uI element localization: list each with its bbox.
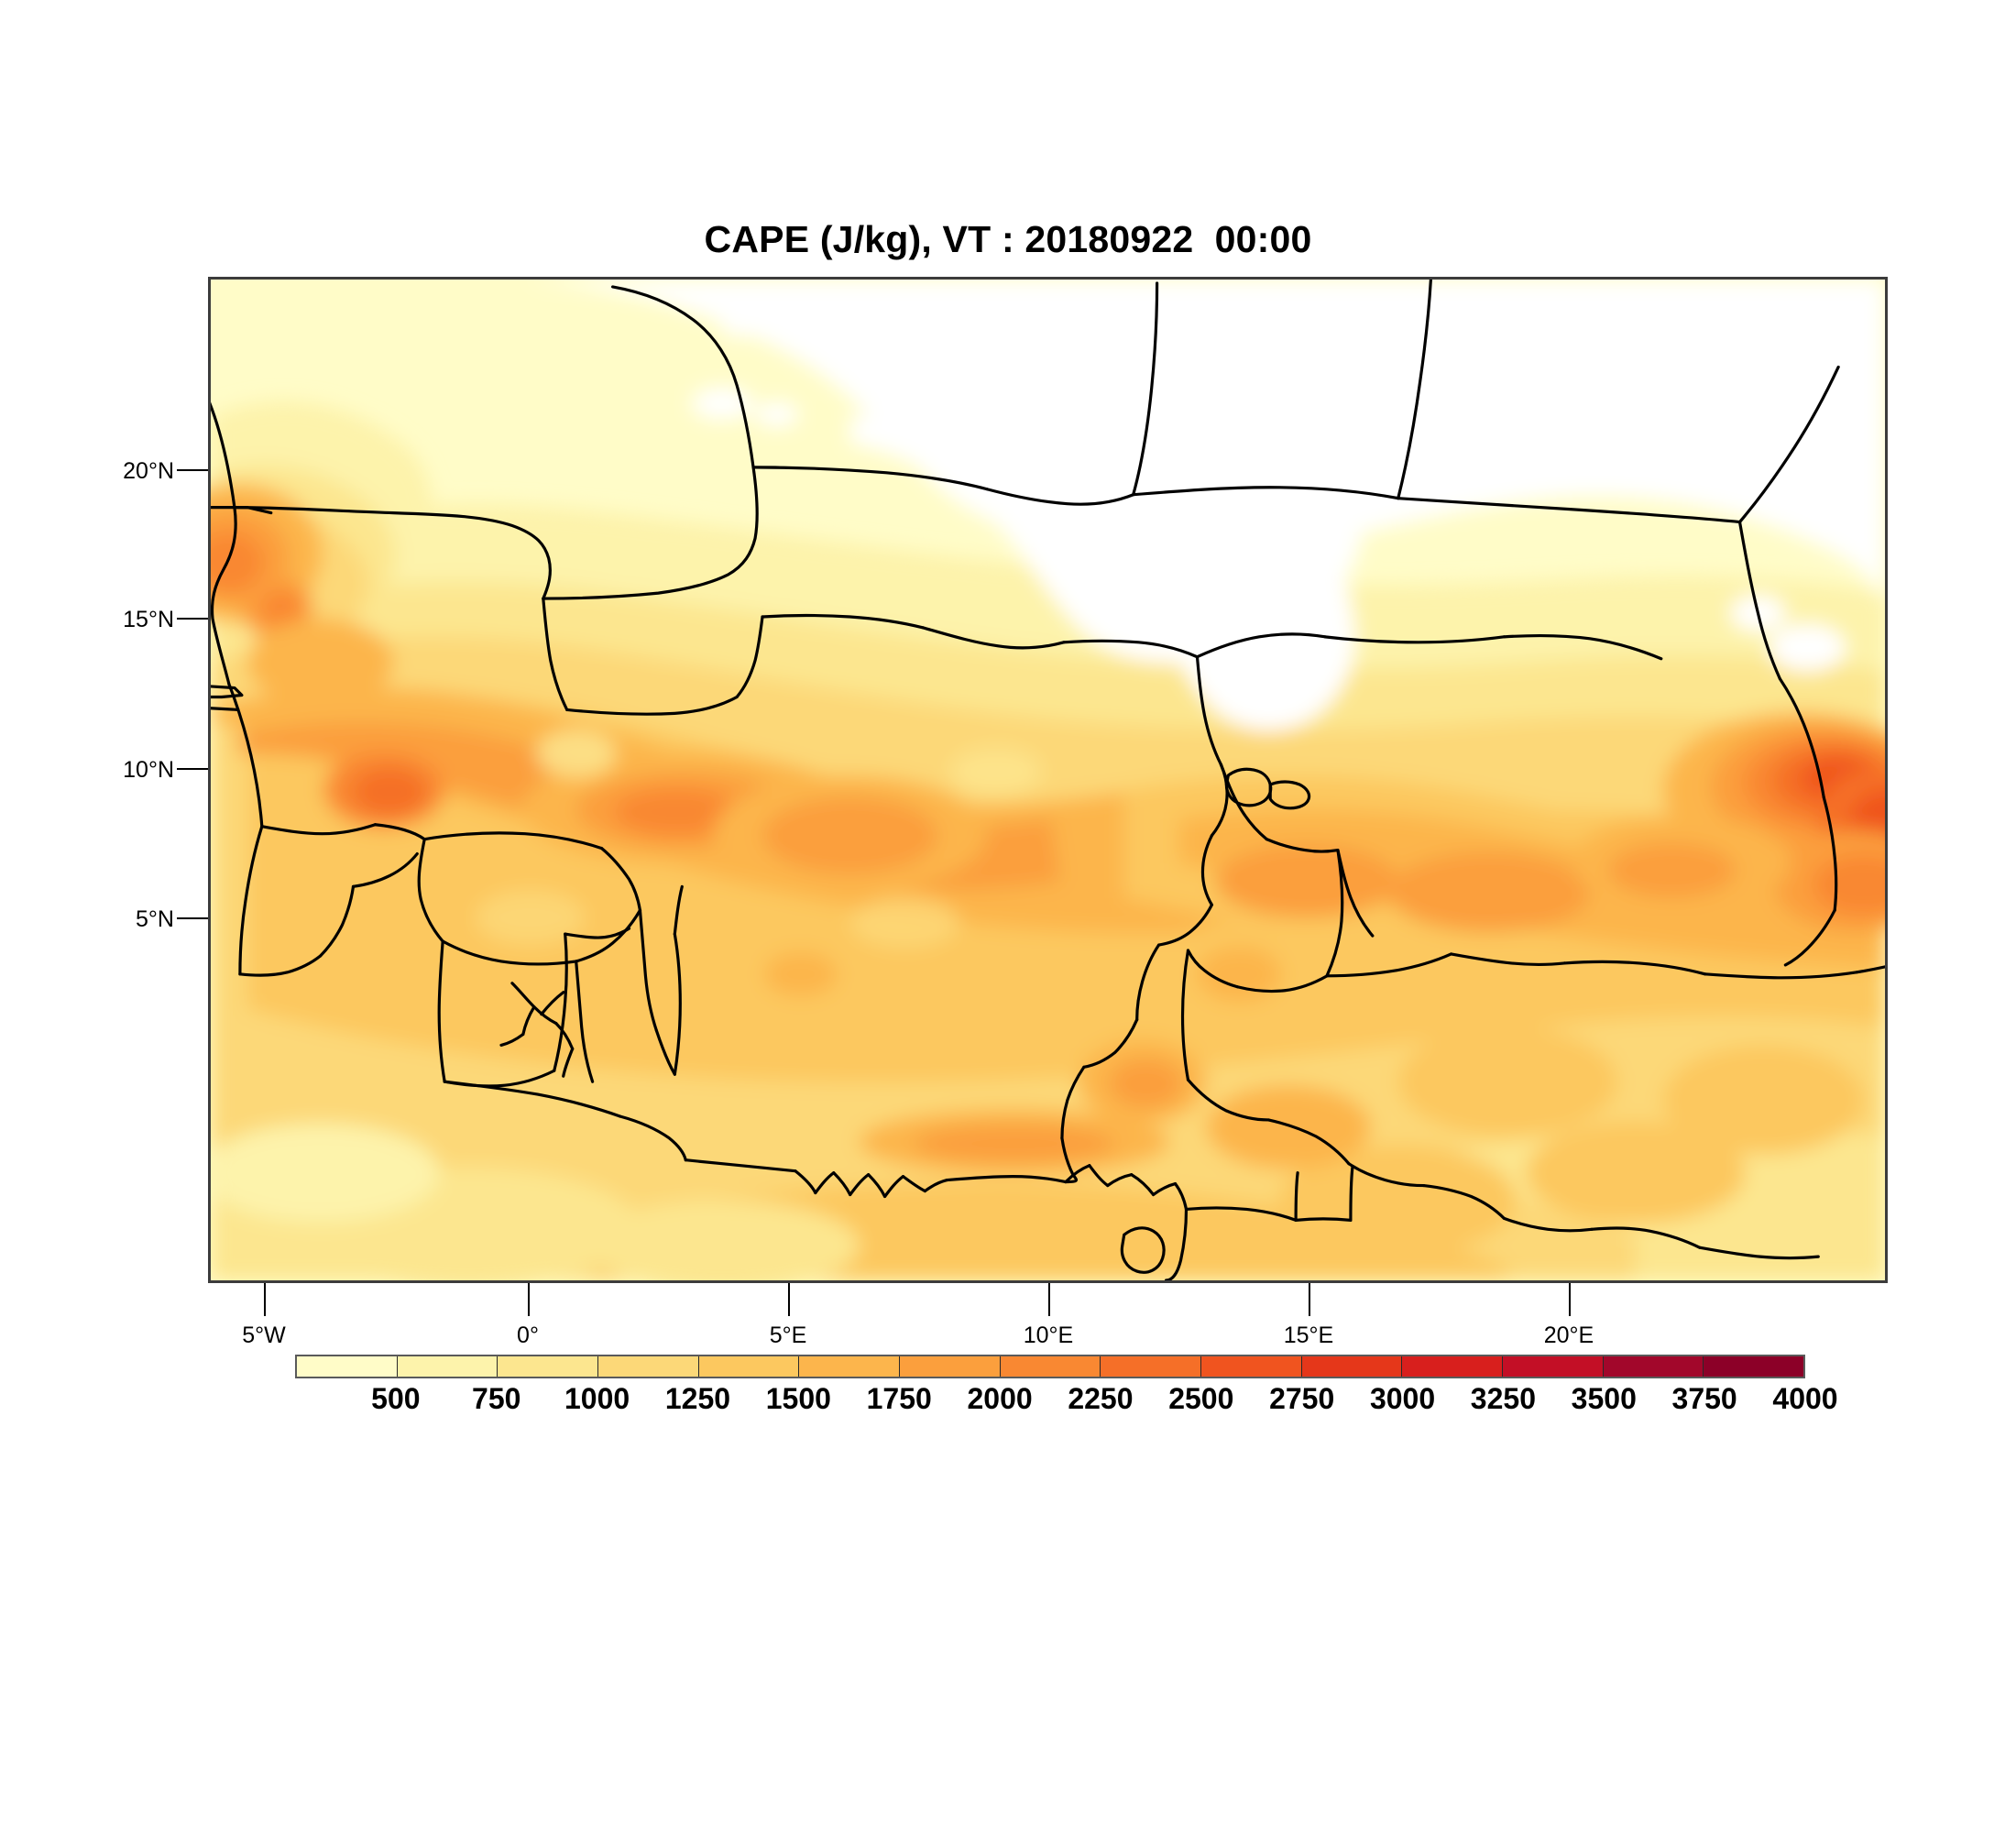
colorbar-swatch (1201, 1356, 1302, 1377)
colorbar[interactable] (295, 1355, 1805, 1378)
colorbar-tick-label: 1500 (765, 1382, 831, 1415)
cape-shading-layer (211, 280, 1885, 1280)
ytick-mark-10n (177, 768, 208, 770)
colorbar-tick-label: 1750 (866, 1382, 932, 1415)
colorbar-tick-label: 2500 (1168, 1382, 1234, 1415)
xtick-label-20e: 20°E (1543, 1323, 1594, 1348)
colorbar-tick-label: 3750 (1671, 1382, 1737, 1415)
colorbar-swatch (1101, 1356, 1202, 1377)
colorbar-swatch (598, 1356, 699, 1377)
colorbar-tick-label: 1000 (564, 1382, 630, 1415)
xtick-mark-5e (788, 1283, 790, 1316)
xtick-mark-15e (1309, 1283, 1310, 1316)
colorbar-swatch (698, 1356, 800, 1377)
xtick-label-0: 0° (517, 1323, 539, 1348)
colorbar-tick-label: 3250 (1470, 1382, 1536, 1415)
colorbar-swatch (1000, 1356, 1101, 1377)
colorbar-swatch (1301, 1356, 1403, 1377)
ytick-label-20n: 20°N (123, 458, 174, 484)
map-plot-area[interactable] (208, 277, 1888, 1283)
colorbar-tick-label: 2250 (1068, 1382, 1134, 1415)
ytick-label-5n: 5°N (136, 906, 174, 932)
colorbar-tick-label: 3500 (1571, 1382, 1637, 1415)
colorbar-tick-label: 2750 (1269, 1382, 1335, 1415)
cape-field-svg (211, 280, 1885, 1280)
ytick-label-15n: 15°N (123, 607, 174, 632)
colorbar-tick-label: 1250 (664, 1382, 731, 1415)
colorbar-swatch (1704, 1356, 1804, 1377)
xtick-label-5w: 5°W (242, 1323, 286, 1348)
coastline-border-layer (211, 280, 1885, 1280)
colorbar-swatch (498, 1356, 599, 1377)
xtick-mark-0 (528, 1283, 530, 1316)
colorbar-tick-label: 3000 (1369, 1382, 1436, 1415)
colorbar-swatch (1402, 1356, 1504, 1377)
ytick-mark-20n (177, 469, 208, 471)
xtick-label-15e: 15°E (1283, 1323, 1334, 1348)
colorbar-swatch (1603, 1356, 1704, 1377)
colorbar-tick-label: 500 (371, 1382, 421, 1415)
xtick-mark-10e (1048, 1283, 1050, 1316)
ytick-mark-15n (177, 618, 208, 620)
ytick-mark-5n (177, 917, 208, 919)
colorbar-tick-label: 4000 (1772, 1382, 1838, 1415)
colorbar-swatch (799, 1356, 901, 1377)
page-title: CAPE (J/kg), VT : 20180922 00:00 (704, 218, 1312, 260)
colorbar-swatch (1503, 1356, 1604, 1377)
colorbar-swatch (397, 1356, 499, 1377)
colorbar-tick-label: 750 (472, 1382, 521, 1415)
ytick-label-10n: 10°N (123, 757, 174, 783)
xtick-label-10e: 10°E (1023, 1323, 1074, 1348)
xtick-mark-20e (1569, 1283, 1571, 1316)
colorbar-tick-label: 2000 (967, 1382, 1033, 1415)
colorbar-tick-labels: 500 750 1000 1250 1500 1750 2000 2250 2500 2750 30… (295, 1382, 1837, 1422)
colorbar-swatch (900, 1356, 1001, 1377)
colorbar-swatch (297, 1356, 398, 1377)
xtick-mark-5w (264, 1283, 266, 1316)
xtick-label-5e: 5°E (769, 1323, 807, 1348)
